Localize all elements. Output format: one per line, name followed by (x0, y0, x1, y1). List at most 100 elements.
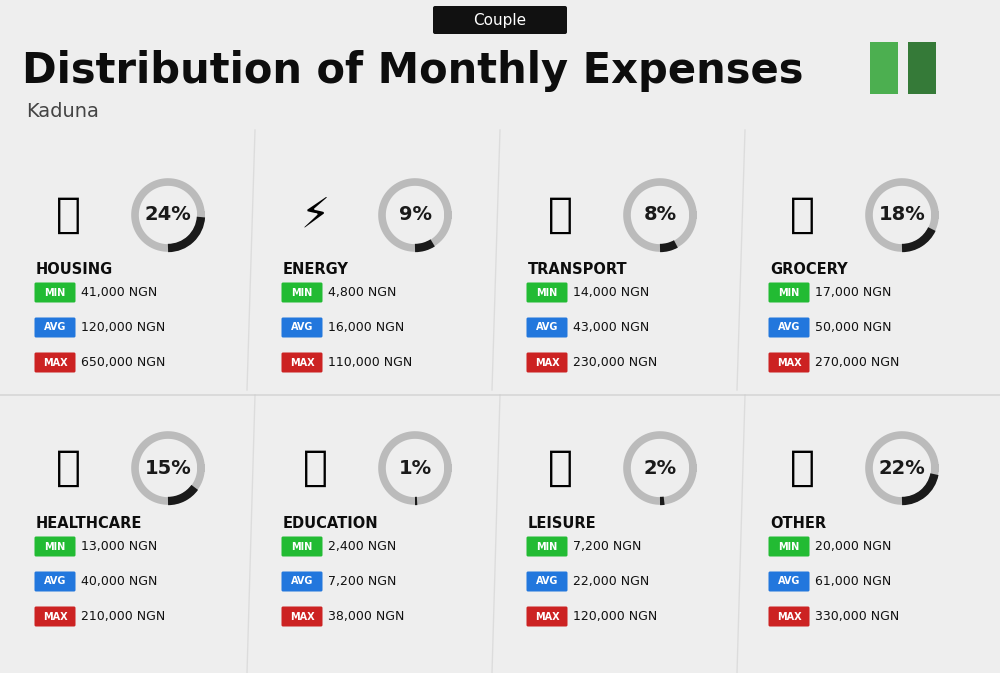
Text: MIN: MIN (291, 287, 313, 297)
Text: MAX: MAX (290, 357, 314, 367)
Text: MAX: MAX (535, 357, 559, 367)
Text: 24%: 24% (145, 205, 191, 225)
FancyBboxPatch shape (526, 353, 568, 372)
FancyBboxPatch shape (768, 571, 810, 592)
Text: AVG: AVG (291, 322, 313, 332)
Text: MAX: MAX (777, 612, 801, 621)
Text: AVG: AVG (291, 577, 313, 586)
Text: MIN: MIN (44, 542, 66, 551)
FancyBboxPatch shape (526, 536, 568, 557)
Text: OTHER: OTHER (770, 516, 826, 531)
Text: AVG: AVG (778, 322, 800, 332)
Text: 7,200 NGN: 7,200 NGN (328, 575, 396, 588)
Text: 120,000 NGN: 120,000 NGN (81, 321, 165, 334)
Text: Distribution of Monthly Expenses: Distribution of Monthly Expenses (22, 50, 804, 92)
Text: MIN: MIN (536, 542, 558, 551)
FancyBboxPatch shape (526, 318, 568, 337)
Text: ⚡: ⚡ (300, 194, 330, 236)
Text: 38,000 NGN: 38,000 NGN (328, 610, 404, 623)
Text: 270,000 NGN: 270,000 NGN (815, 356, 899, 369)
Text: 👛: 👛 (790, 447, 814, 489)
FancyBboxPatch shape (908, 42, 936, 94)
Text: 40,000 NGN: 40,000 NGN (81, 575, 157, 588)
Text: AVG: AVG (536, 577, 558, 586)
FancyBboxPatch shape (526, 283, 568, 302)
Text: MIN: MIN (291, 542, 313, 551)
FancyBboxPatch shape (282, 571, 322, 592)
Text: 650,000 NGN: 650,000 NGN (81, 356, 165, 369)
Text: 8%: 8% (643, 205, 677, 225)
Text: AVG: AVG (778, 577, 800, 586)
Text: 210,000 NGN: 210,000 NGN (81, 610, 165, 623)
Text: 2%: 2% (643, 458, 677, 478)
FancyBboxPatch shape (34, 353, 76, 372)
FancyBboxPatch shape (282, 318, 322, 337)
FancyBboxPatch shape (34, 571, 76, 592)
Text: MAX: MAX (43, 357, 67, 367)
Text: 22,000 NGN: 22,000 NGN (573, 575, 649, 588)
Text: AVG: AVG (44, 322, 66, 332)
Text: 61,000 NGN: 61,000 NGN (815, 575, 891, 588)
Text: MAX: MAX (777, 357, 801, 367)
Text: 20,000 NGN: 20,000 NGN (815, 540, 891, 553)
Text: 🎓: 🎓 (302, 447, 328, 489)
Text: 230,000 NGN: 230,000 NGN (573, 356, 657, 369)
Text: 🏢: 🏢 (56, 194, 80, 236)
FancyBboxPatch shape (282, 536, 322, 557)
Text: MIN: MIN (536, 287, 558, 297)
Text: Couple: Couple (473, 13, 527, 28)
Text: AVG: AVG (536, 322, 558, 332)
Text: GROCERY: GROCERY (770, 262, 848, 277)
Text: TRANSPORT: TRANSPORT (528, 262, 628, 277)
FancyBboxPatch shape (34, 606, 76, 627)
Text: AVG: AVG (44, 577, 66, 586)
FancyBboxPatch shape (526, 606, 568, 627)
Text: 110,000 NGN: 110,000 NGN (328, 356, 412, 369)
Text: 22%: 22% (879, 458, 925, 478)
Text: 43,000 NGN: 43,000 NGN (573, 321, 649, 334)
Text: 🛍️: 🛍️ (548, 447, 572, 489)
Text: HOUSING: HOUSING (36, 262, 113, 277)
Text: MAX: MAX (290, 612, 314, 621)
Text: 7,200 NGN: 7,200 NGN (573, 540, 641, 553)
FancyBboxPatch shape (768, 606, 810, 627)
Text: 330,000 NGN: 330,000 NGN (815, 610, 899, 623)
Text: EDUCATION: EDUCATION (283, 516, 379, 531)
Text: 1%: 1% (398, 458, 432, 478)
Text: MAX: MAX (535, 612, 559, 621)
Text: MIN: MIN (44, 287, 66, 297)
Text: MIN: MIN (778, 542, 800, 551)
FancyBboxPatch shape (34, 283, 76, 302)
Text: 2,400 NGN: 2,400 NGN (328, 540, 396, 553)
FancyBboxPatch shape (768, 353, 810, 372)
Text: MAX: MAX (43, 612, 67, 621)
Text: 💊: 💊 (56, 447, 80, 489)
FancyBboxPatch shape (768, 318, 810, 337)
Text: 16,000 NGN: 16,000 NGN (328, 321, 404, 334)
Text: 4,800 NGN: 4,800 NGN (328, 286, 396, 299)
Text: 17,000 NGN: 17,000 NGN (815, 286, 891, 299)
Text: 🛒: 🛒 (790, 194, 814, 236)
Text: Kaduna: Kaduna (26, 102, 99, 121)
FancyBboxPatch shape (282, 606, 322, 627)
Text: MIN: MIN (778, 287, 800, 297)
Text: LEISURE: LEISURE (528, 516, 597, 531)
FancyBboxPatch shape (433, 6, 567, 34)
Text: 18%: 18% (879, 205, 925, 225)
FancyBboxPatch shape (282, 353, 322, 372)
FancyBboxPatch shape (768, 283, 810, 302)
Text: 120,000 NGN: 120,000 NGN (573, 610, 657, 623)
Text: 15%: 15% (145, 458, 191, 478)
Text: HEALTHCARE: HEALTHCARE (36, 516, 142, 531)
FancyBboxPatch shape (282, 283, 322, 302)
Text: 13,000 NGN: 13,000 NGN (81, 540, 157, 553)
FancyBboxPatch shape (768, 536, 810, 557)
FancyBboxPatch shape (526, 571, 568, 592)
Text: 14,000 NGN: 14,000 NGN (573, 286, 649, 299)
Text: 50,000 NGN: 50,000 NGN (815, 321, 892, 334)
Text: 9%: 9% (398, 205, 432, 225)
FancyBboxPatch shape (34, 318, 76, 337)
Text: 41,000 NGN: 41,000 NGN (81, 286, 157, 299)
FancyBboxPatch shape (870, 42, 898, 94)
Text: 🚌: 🚌 (548, 194, 572, 236)
